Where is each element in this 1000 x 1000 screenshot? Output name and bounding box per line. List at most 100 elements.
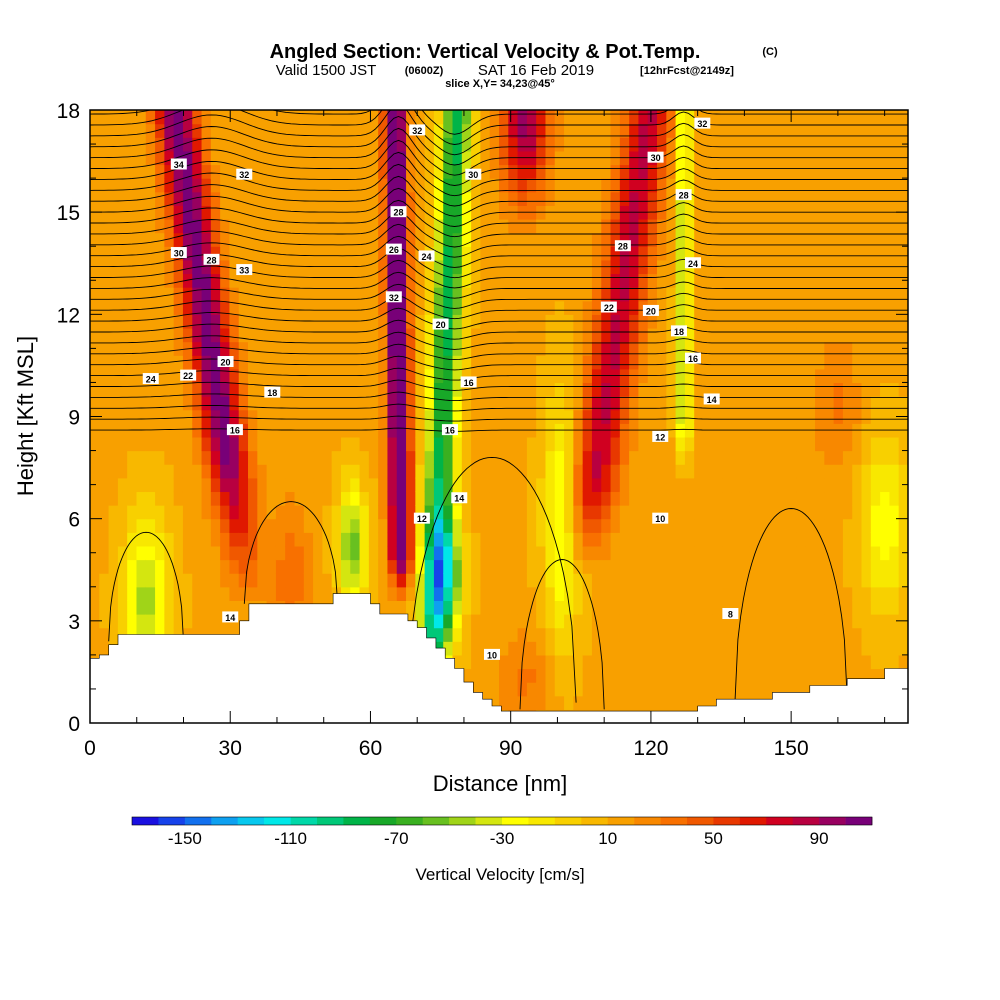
velocity-cell <box>601 110 612 125</box>
velocity-cell <box>833 327 844 343</box>
velocity-cell <box>749 191 760 206</box>
velocity-cell <box>601 273 612 288</box>
velocity-cell <box>675 396 686 411</box>
velocity-cell <box>266 150 277 166</box>
velocity-cell <box>238 409 249 424</box>
velocity-cell <box>164 232 175 247</box>
velocity-cell <box>136 150 147 166</box>
velocity-cell <box>155 191 165 206</box>
velocity-cell <box>378 600 389 615</box>
velocity-cell <box>833 505 844 520</box>
velocity-cell <box>229 246 240 261</box>
velocity-cell <box>647 327 658 343</box>
velocity-cell <box>322 164 333 179</box>
velocity-cell <box>145 259 156 275</box>
velocity-cell <box>471 641 482 656</box>
velocity-cell <box>517 355 528 370</box>
velocity-cell <box>759 450 770 465</box>
velocity-cell <box>210 191 221 206</box>
velocity-cell <box>824 341 835 356</box>
velocity-cell <box>350 150 361 166</box>
velocity-cell <box>275 178 286 193</box>
velocity-cell <box>759 164 770 179</box>
velocity-cell <box>164 559 175 574</box>
velocity-cell <box>508 396 519 411</box>
velocity-cell <box>889 327 900 343</box>
velocity-cell <box>870 641 881 656</box>
velocity-cell <box>275 205 286 220</box>
velocity-cell <box>452 205 463 220</box>
velocity-cell <box>694 273 705 288</box>
velocity-cell <box>852 505 863 520</box>
velocity-cell <box>675 287 686 302</box>
velocity-cell <box>461 477 472 493</box>
velocity-cell <box>508 327 519 343</box>
velocity-cell <box>415 355 426 370</box>
velocity-cell <box>387 355 398 370</box>
velocity-cell <box>461 259 472 275</box>
velocity-cell <box>731 559 742 574</box>
velocity-cell <box>368 545 379 561</box>
velocity-cell <box>517 668 528 683</box>
velocity-cell <box>842 178 853 193</box>
velocity-cell <box>517 232 528 247</box>
velocity-cell <box>303 532 314 547</box>
velocity-cell <box>731 300 742 315</box>
velocity-cell <box>461 545 472 561</box>
velocity-cell <box>777 641 788 656</box>
velocity-cell <box>582 505 593 520</box>
velocity-cell <box>164 246 175 261</box>
velocity-cell <box>313 341 323 356</box>
velocity-cell <box>554 627 565 642</box>
velocity-cell <box>257 205 268 220</box>
velocity-cell <box>619 246 630 261</box>
velocity-cell <box>684 409 695 424</box>
velocity-cell <box>768 464 779 479</box>
velocity-cell <box>777 287 788 302</box>
velocity-cell <box>164 287 175 302</box>
velocity-cell <box>331 559 342 574</box>
contour-label: 34 <box>170 158 187 170</box>
velocity-cell <box>182 232 193 247</box>
velocity-cell <box>210 573 221 588</box>
contour-label-text: 22 <box>604 303 614 313</box>
velocity-cell <box>192 573 203 588</box>
velocity-cell <box>703 600 714 615</box>
velocity-cell <box>629 505 640 520</box>
velocity-cell <box>657 341 667 356</box>
velocity-cell <box>787 273 798 288</box>
velocity-cell <box>517 586 528 601</box>
velocity-cell <box>610 573 621 588</box>
velocity-cell <box>238 232 249 247</box>
velocity-cell <box>712 464 723 479</box>
velocity-cell <box>433 110 444 125</box>
velocity-cell <box>127 327 138 343</box>
velocity-cell <box>238 600 249 615</box>
velocity-cell <box>201 477 212 493</box>
velocity-cell <box>601 545 612 561</box>
velocity-cell <box>257 341 268 356</box>
velocity-cell <box>749 654 760 670</box>
velocity-cell <box>387 423 398 438</box>
velocity-cell <box>210 232 221 247</box>
velocity-cell <box>406 355 416 370</box>
velocity-cell <box>749 327 760 343</box>
velocity-cell <box>182 110 193 125</box>
velocity-cell <box>303 409 314 424</box>
velocity-cell <box>703 218 714 234</box>
velocity-cell <box>861 627 872 642</box>
velocity-cell <box>647 559 658 574</box>
velocity-cell <box>489 110 500 125</box>
velocity-cell <box>824 409 835 424</box>
velocity-cell <box>619 627 630 642</box>
velocity-cell <box>573 287 584 302</box>
velocity-cell <box>638 110 649 125</box>
velocity-cell <box>582 396 593 411</box>
velocity-cell <box>164 436 175 452</box>
velocity-cell <box>108 300 119 315</box>
velocity-cell <box>127 273 138 288</box>
velocity-cell <box>127 464 138 479</box>
velocity-cell <box>675 314 686 329</box>
velocity-cell <box>787 396 798 411</box>
velocity-cell <box>378 259 389 275</box>
